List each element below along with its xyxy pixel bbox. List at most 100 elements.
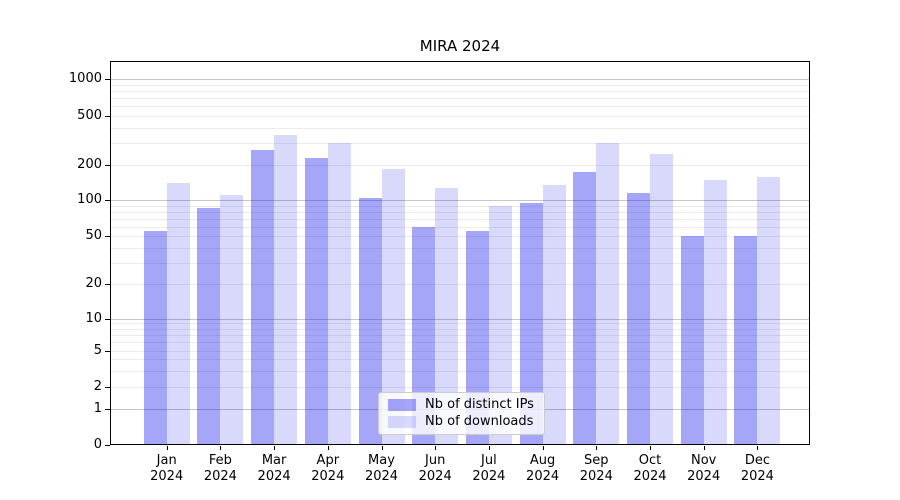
- gridlines-layer: [111, 62, 809, 444]
- gridline-minor-3: [111, 370, 809, 372]
- bar-nb-of-downloads-feb: [220, 195, 244, 444]
- bar-nb-of-downloads-nov: [703, 180, 727, 444]
- bar-nb-of-downloads-mar: [274, 135, 298, 444]
- y-tick-10: [105, 318, 110, 320]
- gridline-minor-20: [111, 284, 809, 285]
- chart-title: MIRA 2024: [419, 37, 501, 55]
- x-tick-label-feb: Feb 2024: [203, 453, 237, 484]
- x-tick-jul: [488, 446, 490, 450]
- x-tick-label-nov: Nov 2024: [687, 453, 721, 484]
- x-tick-apr: [327, 446, 329, 450]
- bar-nb-of-downloads-sep: [596, 143, 620, 444]
- gridline-minor-200: [111, 165, 809, 166]
- gridline-minor-60: [111, 226, 809, 228]
- gridline-minor-7: [111, 335, 809, 336]
- x-tick-jan: [166, 446, 168, 450]
- y-tick-200: [105, 165, 110, 166]
- bar-nb-of-distinct-ips-nov: [680, 236, 704, 444]
- x-tick-label-jul: Jul 2024: [472, 453, 506, 484]
- gridline-minor-800: [111, 90, 809, 92]
- x-tick-label-oct: Oct 2024: [633, 453, 667, 484]
- gridline-minor-30: [111, 262, 809, 264]
- gridline-minor-6: [111, 342, 809, 344]
- y-tick-label-1000: 1000: [68, 71, 102, 86]
- y-tick-100: [105, 200, 110, 201]
- x-tick-aug: [542, 446, 544, 450]
- bar-nb-of-downloads-jul: [488, 205, 512, 444]
- x-tick-nov: [703, 446, 705, 450]
- x-tick-label-apr: Apr 2024: [311, 453, 345, 484]
- bar-nb-of-distinct-ips-feb: [197, 208, 221, 444]
- bar-nb-of-distinct-ips-jul: [465, 231, 489, 444]
- gridline-minor-70: [111, 218, 809, 220]
- y-tick-50: [105, 236, 110, 237]
- gridline-minor-80: [111, 211, 809, 213]
- y-tick-label-20: 20: [85, 276, 102, 291]
- bar-nb-of-downloads-apr: [327, 143, 351, 444]
- y-tick-label-10: 10: [85, 310, 102, 326]
- y-tick-20: [105, 284, 110, 285]
- gridline-minor-900: [111, 84, 809, 86]
- gridline-major-10: [111, 318, 809, 320]
- bar-nb-of-distinct-ips-jun: [412, 226, 436, 444]
- y-tick-label-0: 0: [93, 437, 102, 452]
- x-tick-oct: [650, 446, 651, 450]
- gridline-minor-700: [111, 98, 809, 99]
- gridline-minor-9: [111, 323, 809, 325]
- plot-area: Nb of distinct IPs Nb of downloads: [110, 61, 810, 445]
- gridline-minor-4: [111, 359, 809, 361]
- legend-swatch-distinct-ips: [388, 398, 416, 411]
- gridline-minor-400: [111, 127, 809, 129]
- y-tick-label-2: 2: [93, 379, 102, 394]
- bar-nb-of-distinct-ips-may: [358, 197, 382, 444]
- gridline-minor-600: [111, 106, 809, 108]
- bar-nb-of-distinct-ips-aug: [519, 202, 543, 444]
- x-tick-label-may: May 2024: [364, 453, 399, 484]
- x-tick-label-sep: Sep 2024: [579, 453, 613, 484]
- bar-nb-of-downloads-jun: [435, 187, 459, 444]
- gridline-minor-90: [111, 205, 809, 207]
- y-tick-0: [105, 445, 110, 446]
- gridline-minor-40: [111, 247, 809, 249]
- legend-label-distinct-ips: Nb of distinct IPs: [425, 397, 534, 412]
- gridline-minor-500: [111, 116, 809, 117]
- y-tick-label-100: 100: [77, 192, 102, 207]
- bar-nb-of-distinct-ips-dec: [734, 236, 758, 444]
- x-tick-label-dec: Dec 2024: [740, 453, 774, 484]
- x-tick-dec: [757, 446, 759, 450]
- y-tick-label-200: 200: [77, 157, 102, 172]
- y-tick-500: [105, 116, 110, 117]
- x-tick-mar: [274, 446, 276, 450]
- bar-nb-of-distinct-ips-sep: [573, 171, 597, 444]
- x-tick-feb: [220, 446, 222, 450]
- gridline-major-1000: [111, 79, 809, 80]
- y-tick-5: [105, 350, 110, 352]
- y-tick-label-50: 50: [85, 228, 102, 243]
- x-tick-sep: [596, 446, 598, 450]
- bar-nb-of-distinct-ips-jan: [143, 231, 167, 444]
- bar-nb-of-downloads-oct: [650, 154, 673, 444]
- bar-nb-of-downloads-aug: [542, 184, 566, 444]
- bar-nb-of-distinct-ips-oct: [627, 192, 650, 444]
- y-tick-label-500: 500: [77, 108, 102, 123]
- gridline-minor-2: [111, 387, 809, 388]
- y-tick-1: [105, 408, 110, 410]
- x-tick-jun: [435, 446, 437, 450]
- bar-nb-of-distinct-ips-apr: [304, 157, 328, 444]
- bar-nb-of-distinct-ips-mar: [251, 150, 275, 444]
- bar-nb-of-downloads-jan: [166, 183, 190, 444]
- gridline-minor-8: [111, 328, 809, 330]
- gridline-minor-5: [111, 350, 809, 352]
- legend-item-distinct-ips: Nb of distinct IPs: [388, 397, 534, 412]
- x-tick-label-jan: Jan 2024: [150, 453, 184, 484]
- y-tick-2: [105, 387, 110, 388]
- legend-swatch-downloads: [388, 415, 416, 428]
- legend-item-downloads: Nb of downloads: [388, 414, 534, 429]
- gridline-major-100: [111, 200, 809, 201]
- x-tick-label-mar: Mar 2024: [257, 453, 291, 484]
- bars-layer: [111, 62, 809, 444]
- gridline-minor-300: [111, 143, 809, 145]
- y-tick-label-1: 1: [93, 400, 102, 416]
- x-tick-label-aug: Aug 2024: [526, 453, 560, 484]
